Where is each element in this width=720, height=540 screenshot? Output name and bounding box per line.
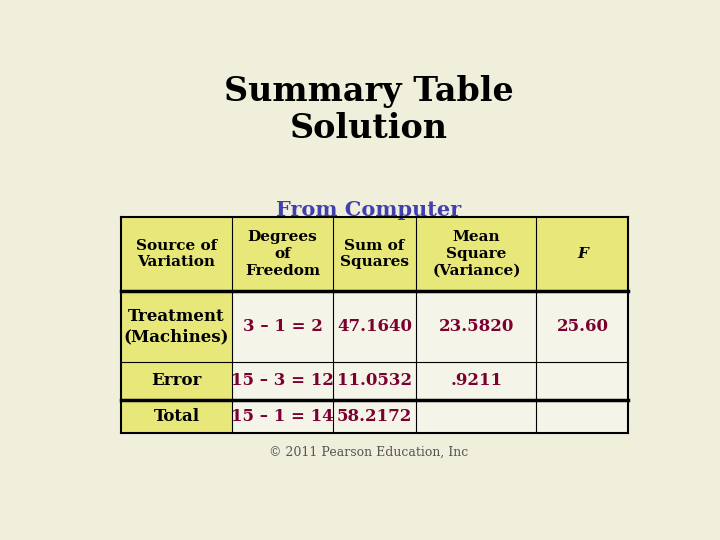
Text: Sum of
Squares: Sum of Squares (340, 239, 409, 269)
Bar (233, 362, 629, 400)
Text: Degrees
of
Freedom: Degrees of Freedom (245, 230, 320, 278)
Text: Mean
Square
(Variance): Mean Square (Variance) (432, 230, 521, 278)
Text: 11.0532: 11.0532 (337, 372, 412, 389)
Text: 3 – 1 = 2: 3 – 1 = 2 (243, 318, 323, 335)
Text: 23.5820: 23.5820 (438, 318, 514, 335)
Text: From Computer: From Computer (276, 200, 462, 220)
Bar (233, 400, 629, 433)
Text: 15 – 3 = 12: 15 – 3 = 12 (231, 372, 334, 389)
Text: Error: Error (151, 372, 202, 389)
Bar (121, 362, 233, 400)
Text: 15 – 1 = 14: 15 – 1 = 14 (231, 408, 334, 424)
Bar (121, 292, 233, 362)
Text: 47.1640: 47.1640 (337, 318, 412, 335)
Text: Source of
Variation: Source of Variation (136, 239, 217, 269)
Text: Summary Table
Solution: Summary Table Solution (224, 75, 514, 145)
Bar (121, 217, 629, 292)
Text: F: F (577, 247, 588, 261)
Bar (121, 400, 233, 433)
Text: 25.60: 25.60 (557, 318, 608, 335)
Text: 58.2172: 58.2172 (337, 408, 413, 424)
Text: Treatment
(Machines): Treatment (Machines) (124, 308, 229, 345)
Text: Total: Total (153, 408, 199, 424)
Text: .9211: .9211 (451, 372, 503, 389)
Text: © 2011 Pearson Education, Inc: © 2011 Pearson Education, Inc (269, 446, 469, 459)
Bar (233, 292, 629, 362)
